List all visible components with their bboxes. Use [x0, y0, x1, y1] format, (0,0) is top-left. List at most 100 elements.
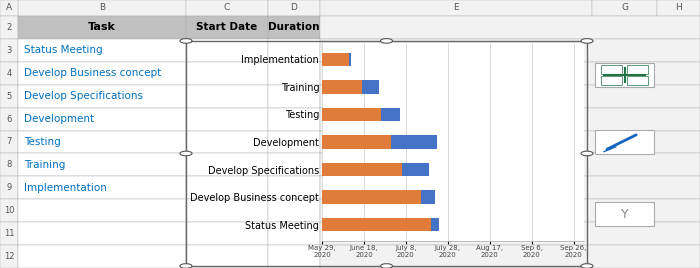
- Bar: [18, 62, 186, 85]
- Text: 8: 8: [6, 161, 12, 169]
- Text: D: D: [290, 3, 298, 13]
- Bar: [18, 176, 186, 199]
- Bar: [18, 108, 186, 131]
- Text: H: H: [675, 3, 682, 13]
- Bar: [320, 85, 700, 108]
- Bar: [18, 131, 186, 154]
- Text: E: E: [453, 3, 459, 13]
- Text: 5: 5: [6, 92, 12, 101]
- Bar: [431, 218, 440, 232]
- Text: 2: 2: [6, 23, 12, 32]
- Bar: [322, 218, 431, 232]
- Bar: [592, 0, 657, 16]
- Bar: [0, 108, 18, 131]
- Bar: [320, 62, 700, 85]
- Text: G: G: [621, 3, 628, 13]
- Text: Development: Development: [24, 114, 94, 124]
- Bar: [18, 199, 186, 222]
- Bar: [268, 62, 320, 85]
- Bar: [601, 65, 622, 74]
- Text: Duration: Duration: [268, 23, 320, 32]
- Bar: [268, 131, 320, 154]
- Bar: [320, 245, 700, 268]
- Bar: [349, 53, 351, 66]
- Bar: [0, 85, 18, 108]
- Bar: [0, 16, 18, 39]
- Bar: [0, 199, 18, 222]
- Bar: [268, 39, 320, 62]
- Text: 10: 10: [4, 206, 14, 215]
- Bar: [186, 176, 268, 199]
- Text: Implementation: Implementation: [24, 183, 107, 193]
- Bar: [595, 202, 654, 226]
- Text: 4: 4: [6, 69, 12, 78]
- Bar: [268, 154, 320, 176]
- Bar: [322, 80, 362, 94]
- Bar: [322, 135, 391, 149]
- Text: Start Date: Start Date: [197, 23, 258, 32]
- Bar: [186, 245, 268, 268]
- Bar: [186, 16, 268, 39]
- Bar: [0, 222, 18, 245]
- Bar: [18, 0, 186, 16]
- Bar: [322, 163, 402, 176]
- Bar: [268, 176, 320, 199]
- Bar: [322, 190, 421, 204]
- Text: Develop Specifications: Develop Specifications: [24, 91, 143, 101]
- Bar: [402, 163, 429, 176]
- Bar: [268, 85, 320, 108]
- Text: 6: 6: [6, 115, 12, 124]
- Bar: [0, 154, 18, 176]
- Bar: [322, 107, 381, 121]
- Text: 3: 3: [6, 46, 12, 55]
- Bar: [595, 63, 654, 87]
- Bar: [186, 0, 268, 16]
- Bar: [595, 130, 654, 154]
- Text: 7: 7: [6, 137, 12, 147]
- Text: Testing: Testing: [24, 137, 61, 147]
- Bar: [320, 199, 700, 222]
- Bar: [186, 41, 587, 266]
- Bar: [0, 0, 700, 16]
- Bar: [320, 154, 700, 176]
- Text: Training: Training: [24, 160, 65, 170]
- Bar: [381, 107, 400, 121]
- Bar: [18, 245, 186, 268]
- Bar: [627, 65, 648, 74]
- Bar: [320, 108, 700, 131]
- Bar: [186, 85, 268, 108]
- Bar: [18, 39, 186, 62]
- Bar: [320, 131, 700, 154]
- Bar: [186, 108, 268, 131]
- Bar: [18, 85, 186, 108]
- Bar: [186, 154, 268, 176]
- Bar: [268, 222, 320, 245]
- Bar: [186, 39, 268, 62]
- Bar: [657, 0, 700, 16]
- Text: 9: 9: [6, 183, 12, 192]
- Bar: [0, 62, 18, 85]
- Text: 12: 12: [4, 252, 14, 261]
- Bar: [320, 16, 700, 39]
- Bar: [268, 0, 320, 16]
- Bar: [320, 176, 700, 199]
- Text: 11: 11: [4, 229, 14, 238]
- Bar: [0, 0, 18, 16]
- Text: C: C: [224, 3, 230, 13]
- Bar: [186, 222, 268, 245]
- Bar: [268, 245, 320, 268]
- Bar: [627, 76, 648, 85]
- Bar: [186, 62, 268, 85]
- Bar: [320, 0, 592, 16]
- Text: Y: Y: [621, 208, 629, 221]
- Bar: [0, 0, 18, 16]
- Text: Status Meeting: Status Meeting: [24, 45, 103, 55]
- Bar: [320, 39, 700, 62]
- Bar: [362, 80, 379, 94]
- Text: Task: Task: [88, 23, 116, 32]
- Bar: [0, 245, 18, 268]
- Bar: [268, 199, 320, 222]
- Bar: [18, 16, 186, 39]
- Bar: [322, 53, 349, 66]
- Text: B: B: [99, 3, 105, 13]
